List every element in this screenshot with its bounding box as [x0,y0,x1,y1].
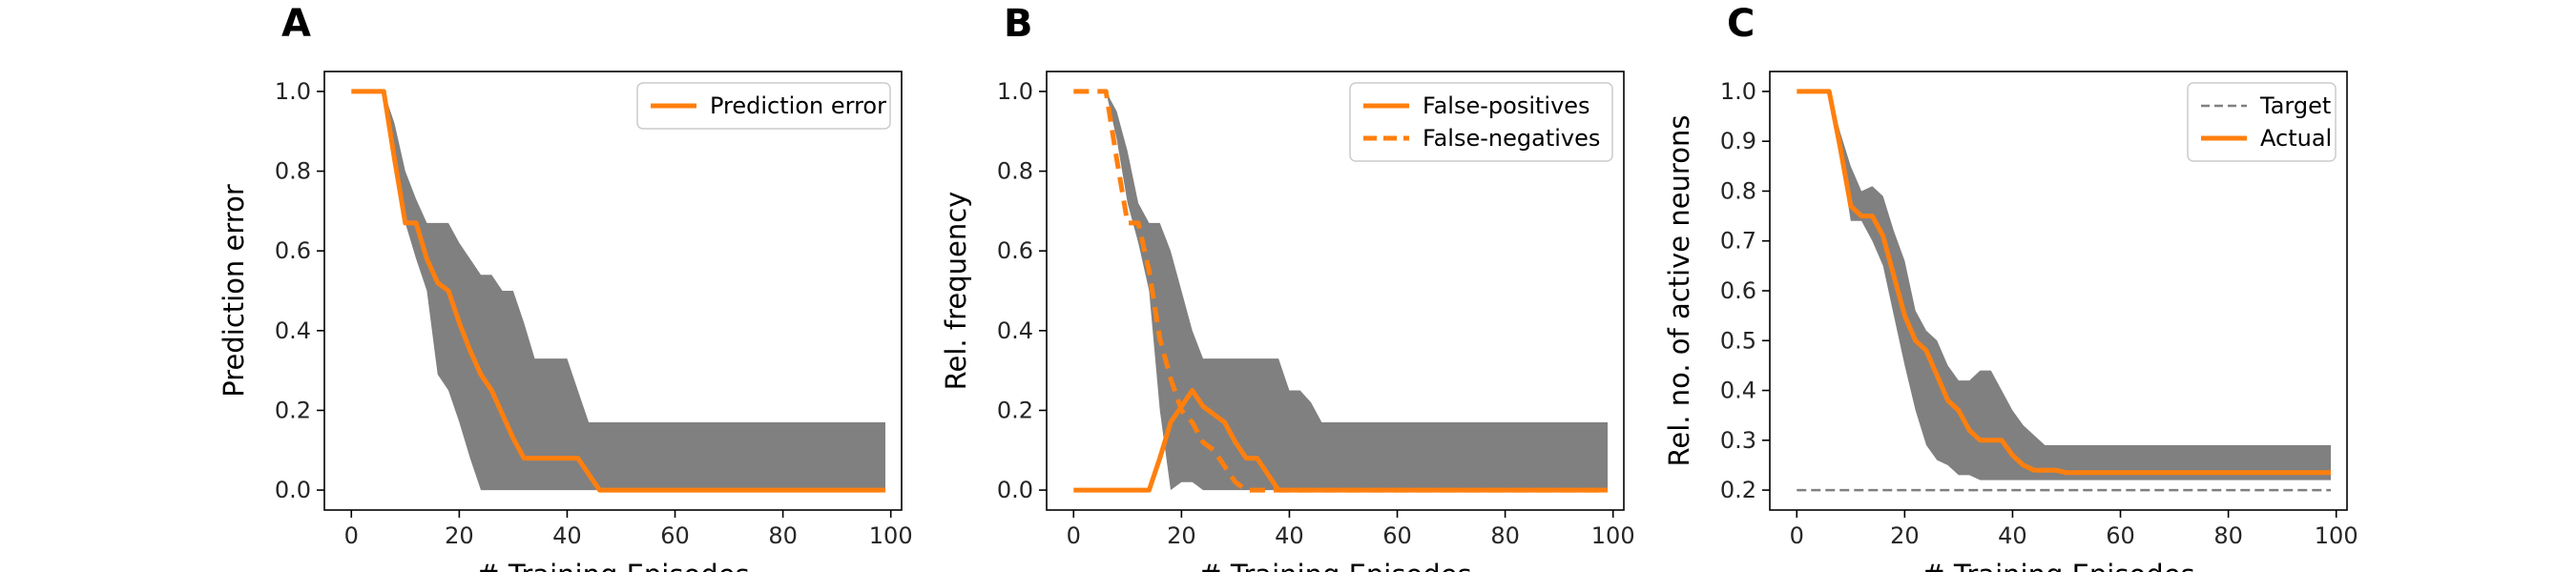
legend-box [1349,82,1613,162]
panel-a: A 0 20 40 60 80 100 0.0 0.2 0.4 0.6 0.8 1.0 # Trainin… [218,2,913,572]
legend: Prediction error [636,82,891,130]
x-tick-label: 80 [1490,522,1520,549]
variability-band [1797,91,2331,480]
x-tick-label: 100 [2315,522,2358,549]
y-tick-label: 0.9 [1720,128,1756,154]
x-tick-label: 20 [1890,522,1920,549]
y-tick-label: 0.5 [1720,327,1756,354]
x-tick-label: 40 [552,522,582,549]
y-tick-label: 0.6 [997,237,1033,264]
series-line-prediction-error [351,89,885,493]
x-tick-label: 80 [2213,522,2243,549]
y-tick-label: 0.2 [1720,477,1756,503]
y-tick-label: 1.0 [1720,78,1756,105]
x-tick-label: 80 [768,522,798,549]
series-line-actual [1797,89,2331,476]
panel-letter: C [1727,2,1755,46]
y-tick-label: 0.4 [275,317,311,344]
variability-band [1073,91,1608,491]
x-tick-label: 20 [1167,522,1196,549]
legend-box [636,82,891,130]
y-tick-label: 0.4 [997,317,1033,344]
panel-b: B 0 20 40 60 80 100 0.0 0.2 0.4 0.6 0.8 1.0 # Trainin… [940,2,1635,572]
x-tick-label: 100 [869,522,913,549]
y-axis-label: Rel. frequency [940,192,972,391]
plot-area [1073,89,1608,493]
x-tick-label: 0 [344,522,359,549]
y-axis-label: Rel. no. of active neurons [1663,115,1695,467]
y-tick-label: 0.2 [997,397,1033,423]
legend-label: Target [2259,92,2331,119]
y-tick-label: 0.8 [1720,177,1756,204]
x-axis-label: # Training Episodes [1198,559,1471,572]
y-tick-label: 0.3 [1720,427,1756,454]
legend-box [2187,82,2337,162]
y-tick-label: 0.0 [275,477,311,503]
panel-letter: A [281,2,311,46]
legend-label: Prediction error [710,92,886,119]
y-tick-label: 1.0 [275,78,311,105]
legend-label: False-negatives [1423,125,1600,152]
plot-area [351,89,885,493]
x-axis-label: # Training Episodes [476,559,749,572]
y-tick-label: 0.7 [1720,228,1756,255]
x-tick-label: 0 [1790,522,1804,549]
x-tick-label: 60 [660,522,690,549]
series-line-false-negatives [1073,89,1608,493]
x-tick-label: 60 [2106,522,2135,549]
y-tick-label: 0.6 [1720,277,1756,304]
y-axis-label: Prediction error [218,184,250,398]
y-tick-label: 0.8 [997,158,1033,185]
x-tick-label: 100 [1591,522,1635,549]
legend-label: False-positives [1423,92,1590,119]
axes-frame [323,71,903,511]
legend: False-positives False-negatives [1349,82,1613,162]
x-tick-label: 60 [1382,522,1412,549]
legend-label: Actual [2260,125,2332,152]
x-tick-label: 0 [1067,522,1081,549]
variability-band [351,91,885,491]
y-tick-label: 0.0 [997,477,1033,503]
y-tick-label: 0.2 [275,397,311,423]
panel-c: C 0 20 40 60 80 100 0.2 0.3 0.4 0.5 0.6 0.7 0.8 0.9 1.0… [1663,2,2358,572]
y-tick-label: 0.4 [1720,378,1756,404]
x-axis-label: # Training Episodes [1922,559,2194,572]
y-tick-label: 0.8 [275,158,311,185]
legend: Target Actual [2187,82,2337,162]
x-tick-label: 20 [445,522,474,549]
panel-letter: B [1004,2,1033,46]
plot-area [1797,89,2332,492]
axes-frame [1046,71,1625,511]
y-tick-label: 0.6 [275,237,311,264]
series-line-false-positives [1073,388,1608,493]
y-tick-label: 1.0 [997,78,1033,105]
x-tick-label: 40 [1275,522,1304,549]
x-tick-label: 40 [1998,522,2027,549]
